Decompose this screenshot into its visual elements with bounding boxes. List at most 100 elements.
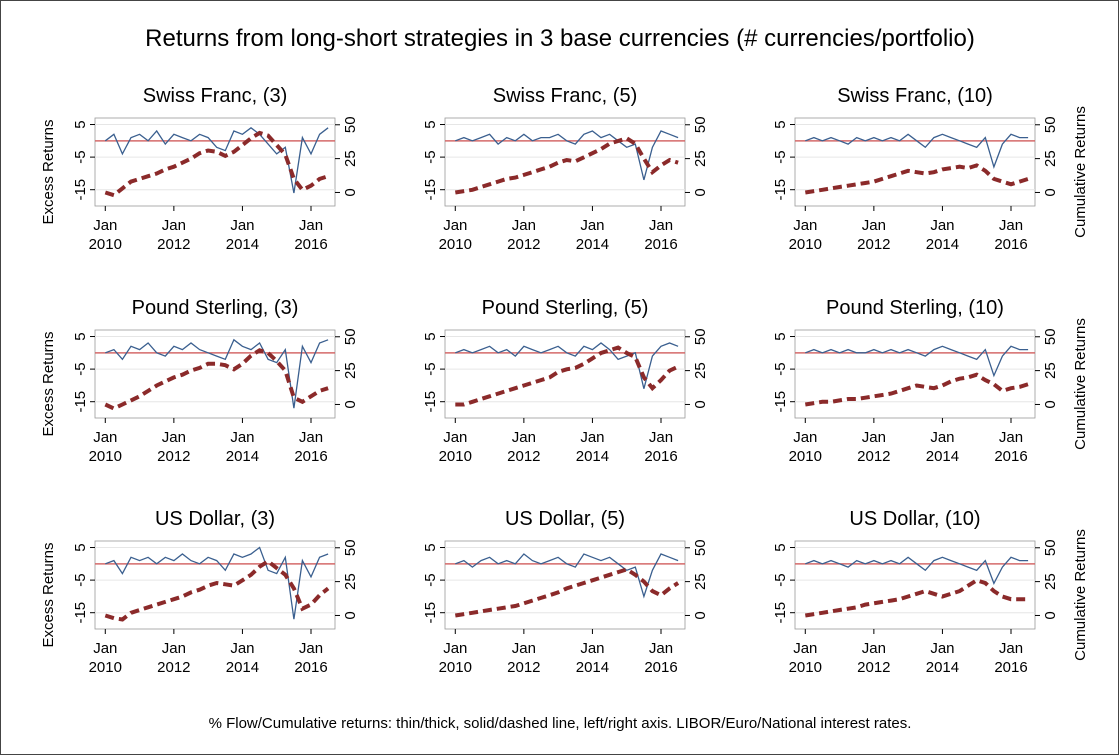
x-tick-label: Jan 2014 — [226, 429, 259, 465]
y-tick-label: -5 — [422, 150, 439, 163]
x-tick-label: Jan 2014 — [926, 429, 959, 465]
y2-tick-label: 0 — [342, 188, 359, 196]
returns-line — [455, 130, 679, 181]
y2-tick-label: 0 — [692, 188, 709, 196]
cumulative-line — [455, 345, 679, 407]
y2-tick-label: 50 — [1042, 328, 1059, 345]
y-tick-label: -5 — [422, 573, 439, 586]
x-tick-label: Jan 2016 — [994, 640, 1027, 676]
x-tick-label: Jan 2012 — [157, 217, 190, 253]
y-tick-label: -5 — [772, 150, 789, 163]
y2-tick-label: 25 — [692, 362, 709, 379]
x-tick-label: Jan 2012 — [507, 640, 540, 676]
y-tick-label: -5 — [72, 362, 89, 375]
y-axis-title: Excess Returns — [40, 542, 57, 647]
x-tick-label: Jan 2016 — [994, 217, 1027, 253]
y-tick-label: -15 — [72, 391, 89, 413]
plot-area — [794, 117, 1036, 207]
y2-axis-title: Cumulative Returns — [1072, 106, 1089, 238]
y2-tick-label: 25 — [1042, 150, 1059, 167]
y2-tick-label: 50 — [1042, 116, 1059, 133]
cumulative-line — [104, 130, 329, 198]
plot-area — [794, 540, 1036, 630]
x-tick-label: Jan 2014 — [926, 640, 959, 676]
y-tick-label: -5 — [422, 362, 439, 375]
y2-tick-label: 50 — [1042, 539, 1059, 556]
y2-tick-label: 0 — [342, 400, 359, 408]
figure-title: Returns from long-short strategies in 3 … — [145, 25, 975, 52]
cumulative-line — [804, 372, 1029, 407]
plot-area — [94, 117, 336, 207]
y-tick-label: -5 — [772, 362, 789, 375]
y-tick-label: 5 — [422, 543, 439, 551]
y2-tick-label: 0 — [342, 611, 359, 619]
y2-tick-label: 50 — [342, 539, 359, 556]
x-tick-label: Jan 2012 — [857, 640, 890, 676]
y2-tick-label: 25 — [1042, 573, 1059, 590]
y2-axis-title: Cumulative Returns — [1072, 318, 1089, 450]
plot-area — [444, 540, 686, 630]
returns-line — [105, 546, 329, 620]
y2-tick-label: 50 — [692, 539, 709, 556]
y-tick-label: -15 — [772, 602, 789, 624]
y-tick-label: -5 — [772, 573, 789, 586]
y2-tick-label: 50 — [692, 328, 709, 345]
panel-title: US Dollar, (3) — [155, 508, 275, 530]
y-tick-label: -15 — [772, 179, 789, 201]
y-tick-label: -5 — [72, 573, 89, 586]
y2-tick-label: 0 — [1042, 400, 1059, 408]
x-tick-label: Jan 2014 — [926, 217, 959, 253]
x-tick-label: Jan 2010 — [89, 640, 122, 676]
plot-area — [444, 329, 686, 419]
x-tick-label: Jan 2010 — [439, 429, 472, 465]
y2-tick-label: 25 — [342, 150, 359, 167]
y-tick-label: -15 — [422, 179, 439, 201]
x-tick-label: Jan 2012 — [507, 429, 540, 465]
x-tick-label: Jan 2012 — [507, 217, 540, 253]
y2-tick-label: 0 — [1042, 188, 1059, 196]
panel-title: US Dollar, (5) — [505, 508, 625, 530]
x-tick-label: Jan 2016 — [294, 217, 327, 253]
panel-title: US Dollar, (10) — [849, 508, 980, 530]
y2-tick-label: 25 — [1042, 362, 1059, 379]
x-tick-label: Jan 2010 — [789, 640, 822, 676]
x-tick-label: Jan 2010 — [89, 217, 122, 253]
returns-line — [805, 556, 1029, 585]
y-tick-label: -15 — [422, 391, 439, 413]
panel-title: Pound Sterling, (3) — [132, 297, 299, 319]
panel-title: Pound Sterling, (10) — [826, 297, 1004, 319]
y2-tick-label: 0 — [692, 400, 709, 408]
y2-tick-label: 25 — [692, 573, 709, 590]
y-axis-title: Excess Returns — [40, 119, 57, 224]
y-tick-label: 5 — [772, 120, 789, 128]
y-tick-label: -15 — [72, 602, 89, 624]
panel-title: Pound Sterling, (5) — [482, 297, 649, 319]
x-tick-label: Jan 2016 — [644, 640, 677, 676]
x-tick-label: Jan 2014 — [576, 429, 609, 465]
y-tick-label: -15 — [422, 602, 439, 624]
x-tick-label: Jan 2010 — [439, 640, 472, 676]
x-tick-label: Jan 2012 — [157, 640, 190, 676]
x-tick-label: Jan 2012 — [857, 429, 890, 465]
cumulative-line — [104, 558, 330, 622]
y-tick-label: 5 — [72, 332, 89, 340]
returns-line — [455, 553, 679, 599]
y2-tick-label: 25 — [692, 150, 709, 167]
y-tick-label: 5 — [72, 543, 89, 551]
y2-axis-title: Cumulative Returns — [1072, 529, 1089, 661]
x-tick-label: Jan 2014 — [226, 217, 259, 253]
x-tick-label: Jan 2010 — [789, 217, 822, 253]
x-tick-label: Jan 2012 — [157, 429, 190, 465]
y-tick-label: -15 — [772, 391, 789, 413]
y-tick-label: -15 — [72, 179, 89, 201]
returns-line — [805, 133, 1029, 169]
cumulative-line — [454, 567, 680, 618]
x-tick-label: Jan 2016 — [644, 429, 677, 465]
y2-tick-label: 25 — [342, 573, 359, 590]
returns-line — [104, 126, 329, 194]
y2-tick-label: 50 — [342, 328, 359, 345]
panel-title: Swiss Franc, (5) — [493, 85, 637, 107]
x-tick-label: Jan 2014 — [576, 217, 609, 253]
